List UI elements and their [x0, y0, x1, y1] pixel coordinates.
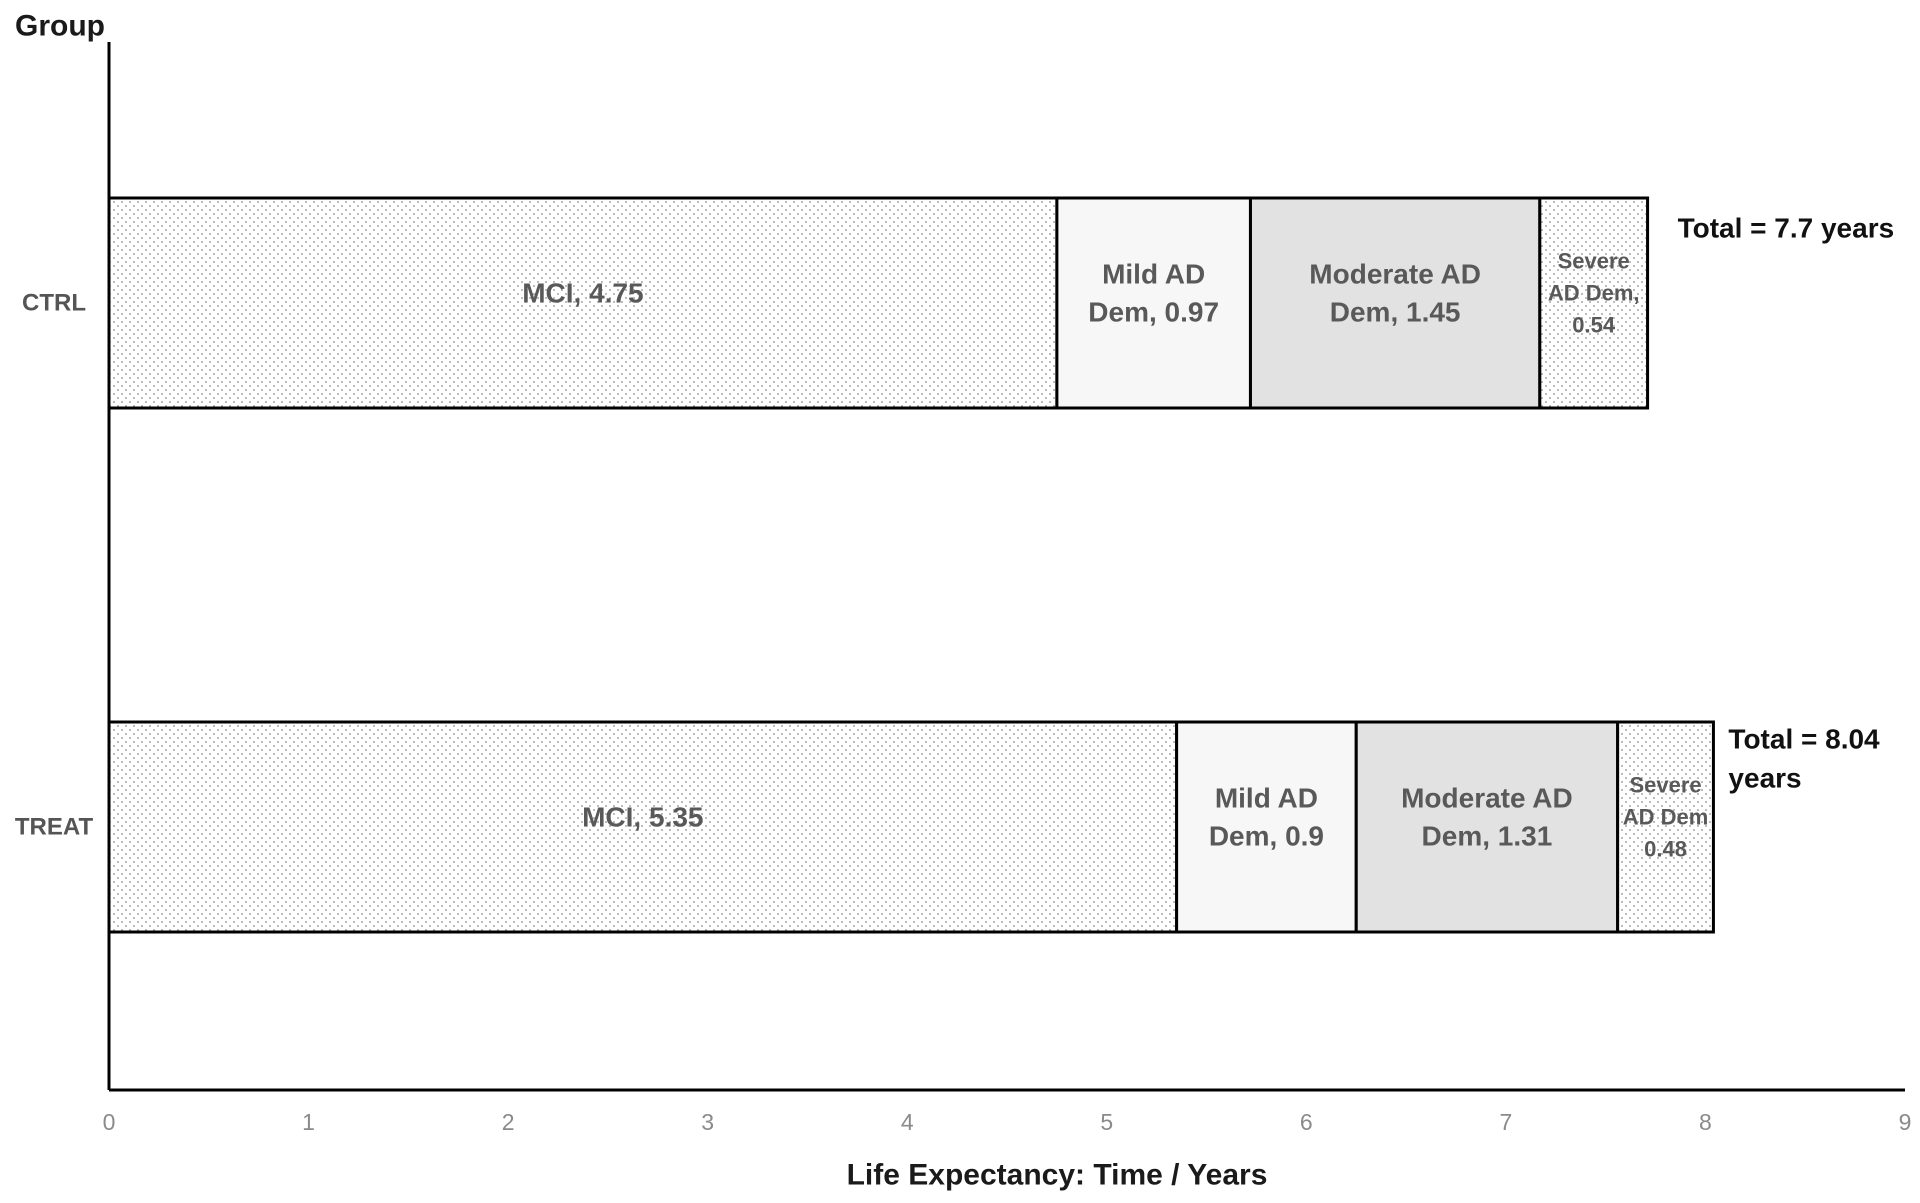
bar-segment-ctrl-severe-ad-dem [1538, 196, 1650, 410]
x-tick-label: 3 [701, 1109, 714, 1135]
x-tick-label: 8 [1699, 1109, 1712, 1135]
x-tick-label: 6 [1300, 1109, 1313, 1135]
category-label-ctrl: CTRL [22, 290, 86, 317]
segment-label: Moderate AD [1309, 259, 1481, 290]
segment-label: Dem, 1.45 [1330, 297, 1461, 328]
x-axis-title: Life Expectancy: Time / Years [847, 1159, 1268, 1192]
segment-label: MCI, 5.35 [582, 802, 703, 833]
x-tick-label: 2 [502, 1109, 515, 1135]
x-tick-label: 1 [302, 1109, 315, 1135]
x-tick-label: 7 [1499, 1109, 1512, 1135]
bar-segment-ctrl-mci [107, 196, 1059, 410]
segment-label: Dem, 0.9 [1209, 821, 1324, 852]
bar-segment-ctrl-mild-ad-dem [1055, 196, 1252, 410]
segment-label: Moderate AD [1401, 783, 1573, 814]
plot-area: Group Life Expectancy: Time / Years 0 1 2 3 4 5… [15, 10, 1912, 1192]
x-tick-label: 0 [103, 1109, 116, 1135]
segment-label: 0.54 [1572, 313, 1616, 338]
bar-segment-treat-moderate-ad-dem [1354, 720, 1620, 934]
bar-segment-ctrl-moderate-ad-dem [1248, 196, 1542, 410]
segment-label: Severe [1558, 249, 1630, 274]
x-tick-label: 9 [1899, 1109, 1912, 1135]
total-label: Total = 8.04 [1728, 724, 1880, 755]
segment-label: Dem, 0.97 [1088, 297, 1219, 328]
segment-label: Mild AD [1102, 259, 1205, 290]
category-label-treat: TREAT [15, 814, 94, 841]
segment-label: 0.48 [1644, 837, 1687, 862]
segment-label: MCI, 4.75 [522, 278, 643, 309]
segment-label: AD Dem, [1548, 281, 1640, 306]
y-axis-title: Group [15, 10, 105, 43]
x-tick-label: 4 [901, 1109, 914, 1135]
bar-segment-treat-mild-ad-dem [1175, 720, 1358, 934]
total-label: Total = 7.7 years [1678, 213, 1895, 244]
segment-label: Severe [1629, 773, 1701, 798]
segment-label: AD Dem [1623, 805, 1709, 830]
total-label: years [1728, 763, 1801, 794]
x-tick-label: 5 [1100, 1109, 1113, 1135]
segment-label: Dem, 1.31 [1422, 821, 1553, 852]
bar-segment-treat-severe-ad-dem [1616, 720, 1715, 934]
segment-label: Mild AD [1215, 783, 1318, 814]
